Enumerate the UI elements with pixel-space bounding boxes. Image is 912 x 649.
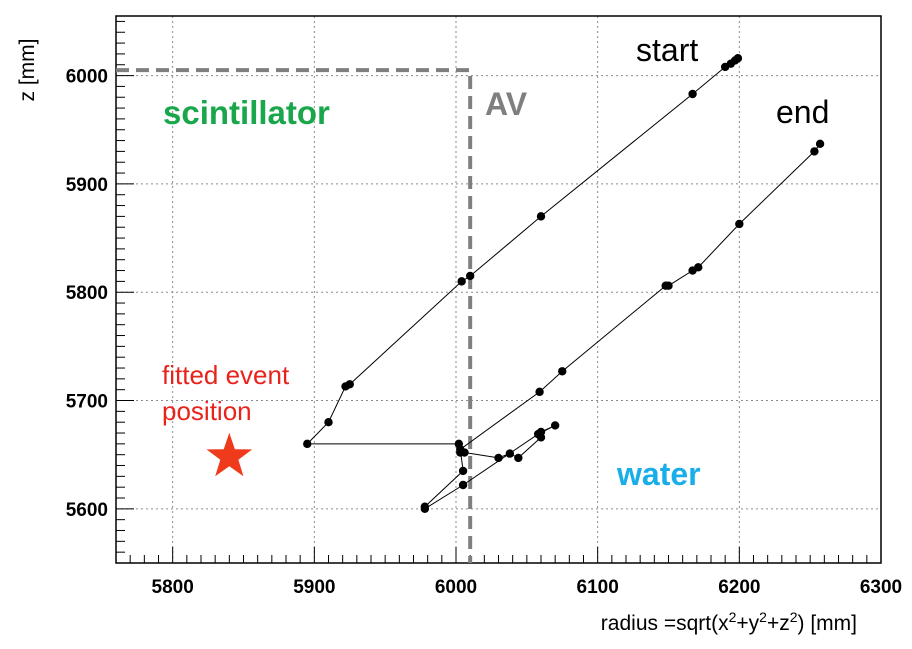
track-point xyxy=(505,449,515,458)
y-tick-label: 6000 xyxy=(66,67,108,88)
track-point xyxy=(535,387,544,397)
track-point xyxy=(420,502,430,511)
axis-ticks xyxy=(116,20,882,564)
track-point xyxy=(458,466,468,476)
y-tick-label: 5800 xyxy=(66,283,108,304)
start-label: start xyxy=(636,32,698,68)
y-tick-labels: 5600 5700 5800 5900 6000 xyxy=(66,67,108,521)
fitted-event-star-icon xyxy=(206,432,253,477)
y-axis-title: z [mm] xyxy=(16,39,39,102)
track-point xyxy=(465,271,475,281)
track-point xyxy=(550,421,560,430)
y-tick-label: 5600 xyxy=(66,500,108,521)
grid xyxy=(116,16,881,563)
track-point xyxy=(494,453,503,463)
water-label: water xyxy=(616,456,701,492)
x-tick-label: 5800 xyxy=(152,577,194,598)
track-point xyxy=(456,445,465,454)
fitted-event-label-line2: position xyxy=(162,396,252,426)
track-point xyxy=(536,212,546,221)
scintillator-label: scintillator xyxy=(163,94,330,131)
track-point xyxy=(514,453,523,463)
track-point xyxy=(815,139,825,149)
track-point xyxy=(458,480,468,490)
track-point xyxy=(694,263,703,272)
track-line xyxy=(306,57,821,510)
track-point xyxy=(533,429,543,439)
track-point xyxy=(735,219,744,229)
x-tick-labels: 5800 5900 6000 6100 6200 6300 xyxy=(152,577,903,598)
track-point xyxy=(664,281,673,290)
x-tick-label: 6200 xyxy=(718,577,760,598)
fitted-event-label-line1: fitted event xyxy=(162,360,290,390)
track-point xyxy=(558,367,567,376)
track-point xyxy=(457,277,466,286)
track-point xyxy=(810,147,819,156)
track-points xyxy=(303,54,825,514)
x-tick-label: 6300 xyxy=(860,577,902,598)
track-point xyxy=(720,62,730,72)
end-label: end xyxy=(776,94,829,130)
av-label: AV xyxy=(485,86,528,122)
av-boundary-line xyxy=(116,68,473,563)
track-point xyxy=(303,439,312,449)
x-axis-title: radius =sqrt(x2+y2+z2) [mm] xyxy=(601,609,857,635)
x-tick-label: 6100 xyxy=(577,577,619,598)
track-point xyxy=(341,382,350,391)
track-point xyxy=(324,417,333,427)
track-point xyxy=(688,89,697,99)
x-tick-label: 5900 xyxy=(293,577,335,598)
x-tick-label: 6000 xyxy=(435,577,477,598)
y-tick-label: 5900 xyxy=(66,175,108,196)
y-tick-label: 5700 xyxy=(66,392,108,413)
